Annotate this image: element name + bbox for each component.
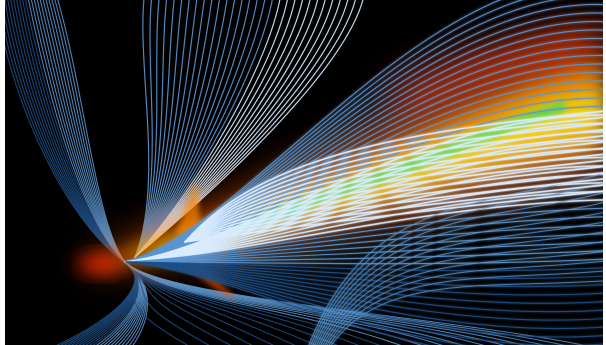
- streamline-right-fan: [124, 241, 603, 263]
- streamline-right-fan: [124, 122, 603, 263]
- streamline-right-fan: [124, 261, 603, 330]
- streamline-right-fan: [124, 54, 603, 263]
- streamline-highlight: [184, 178, 603, 243]
- streamline-arc: [316, 211, 603, 345]
- streamline-right-fan: [124, 46, 603, 263]
- streamline-right-fan: [124, 114, 603, 263]
- streamline-right-fan: [124, 261, 603, 280]
- streamline-highlight: [184, 116, 603, 243]
- streamline-upper-fan: [134, 0, 258, 258]
- streamline-lower: [124, 261, 253, 345]
- streamline-upper-fan: [134, 0, 160, 258]
- plume-outer-glow: [85, 30, 603, 269]
- streamline-right-fan: [124, 261, 603, 296]
- streamline-highlight: [184, 110, 603, 243]
- streamline-arc: [322, 241, 603, 345]
- streamline-upper-fan: [134, 0, 243, 258]
- streamline-highlight: [184, 190, 603, 243]
- streamline-lower: [124, 261, 275, 345]
- streamline-arc: [310, 182, 603, 345]
- streamline-right-fan: [124, 106, 603, 263]
- streamline-right-fan: [124, 0, 524, 263]
- streamline-lower: [124, 261, 586, 345]
- streamline-upper-fan: [134, 0, 220, 258]
- streamline-upper-fan: [134, 0, 153, 258]
- streamline-upper-fan: [134, 0, 150, 258]
- streamline-right-fan: [124, 261, 603, 338]
- streamline-upper-fan: [134, 0, 205, 258]
- streamline-arc: [326, 260, 603, 345]
- streamline-right-fan: [124, 216, 603, 263]
- streamline-right-fan: [124, 3, 603, 263]
- streamline-right-fan: [124, 258, 603, 265]
- streamline-upper-fan: [134, 0, 251, 258]
- streamline-highlight: [184, 172, 603, 243]
- streamline-right-fan: [124, 261, 603, 321]
- streamline-right-fan: [124, 80, 603, 263]
- streamline-upper-fan: [134, 0, 266, 258]
- streamline-right-fan: [124, 29, 603, 263]
- streamline-right-fan: [124, 0, 558, 263]
- streamlines-front: [124, 0, 603, 345]
- streamline-right-fan: [124, 97, 603, 263]
- visualization-frame: [5, 0, 603, 345]
- streamline-upper-fan: [134, 0, 190, 258]
- flow-visualization: [5, 0, 603, 345]
- streamline-highlight: [184, 184, 603, 243]
- streamline-arc: [314, 202, 603, 345]
- streamline-highlight: [184, 147, 603, 243]
- plume-red-fringe: [385, 25, 603, 115]
- streamline-right-fan: [124, 207, 603, 263]
- streamline-right-fan: [124, 199, 603, 263]
- streamline-upper-fan: [134, 0, 168, 258]
- streamline-arc: [318, 221, 603, 345]
- streamline-right-fan: [124, 0, 502, 263]
- streamline-upper-fan: [134, 0, 281, 258]
- streamline-right-fan: [124, 233, 603, 263]
- streamline-lower: [124, 261, 189, 345]
- streamline-upper-fan: [134, 0, 198, 258]
- streamline-highlight: [184, 135, 603, 243]
- streamline-arc: [331, 280, 603, 345]
- streamline-arc: [320, 231, 603, 345]
- streamline-right-fan: [124, 72, 603, 263]
- plume-orange-core: [100, 62, 603, 266]
- streamline-upper-fan: [134, 0, 183, 258]
- streamline-right-fan: [124, 261, 467, 345]
- streamline-highlight: [184, 141, 603, 243]
- streamline-right-fan: [124, 89, 603, 263]
- streamline-right-fan: [124, 261, 603, 272]
- streamline-highlight: [184, 128, 603, 243]
- streamline-right-fan: [124, 224, 603, 263]
- streamline-highlight: [184, 165, 603, 243]
- streamline-arc: [324, 251, 603, 345]
- streamline-upper-fan: [134, 0, 236, 258]
- streamline-right-fan: [124, 190, 603, 263]
- streamline-arc: [312, 192, 603, 345]
- streamline-right-fan: [124, 261, 603, 313]
- streamline-upper-fan: [134, 0, 228, 258]
- streamline-right-fan: [124, 173, 603, 263]
- streamline-highlight: [184, 153, 603, 243]
- streamline-left: [57, 0, 148, 345]
- streamline-highlight: [184, 122, 603, 243]
- streamline-right-fan: [124, 63, 603, 263]
- streamline-highlight: [184, 159, 603, 243]
- streamline-right-fan: [124, 261, 603, 288]
- streamline-upper-fan: [134, 0, 175, 258]
- streamline-upper-fan: [134, 0, 273, 258]
- streamline-lower: [124, 261, 210, 345]
- streamline-right-fan: [124, 12, 603, 263]
- streamline-right-fan: [124, 261, 603, 304]
- streamline-right-fan: [124, 37, 603, 263]
- plume-red-tip: [78, 254, 122, 274]
- streamline-right-fan: [124, 250, 603, 263]
- plume-flame-spike-upper: [175, 182, 201, 235]
- streamline-arc: [328, 270, 603, 345]
- streamline-lower: [124, 261, 232, 345]
- streamline-upper-fan: [134, 0, 213, 258]
- streamline-right-fan: [124, 20, 603, 263]
